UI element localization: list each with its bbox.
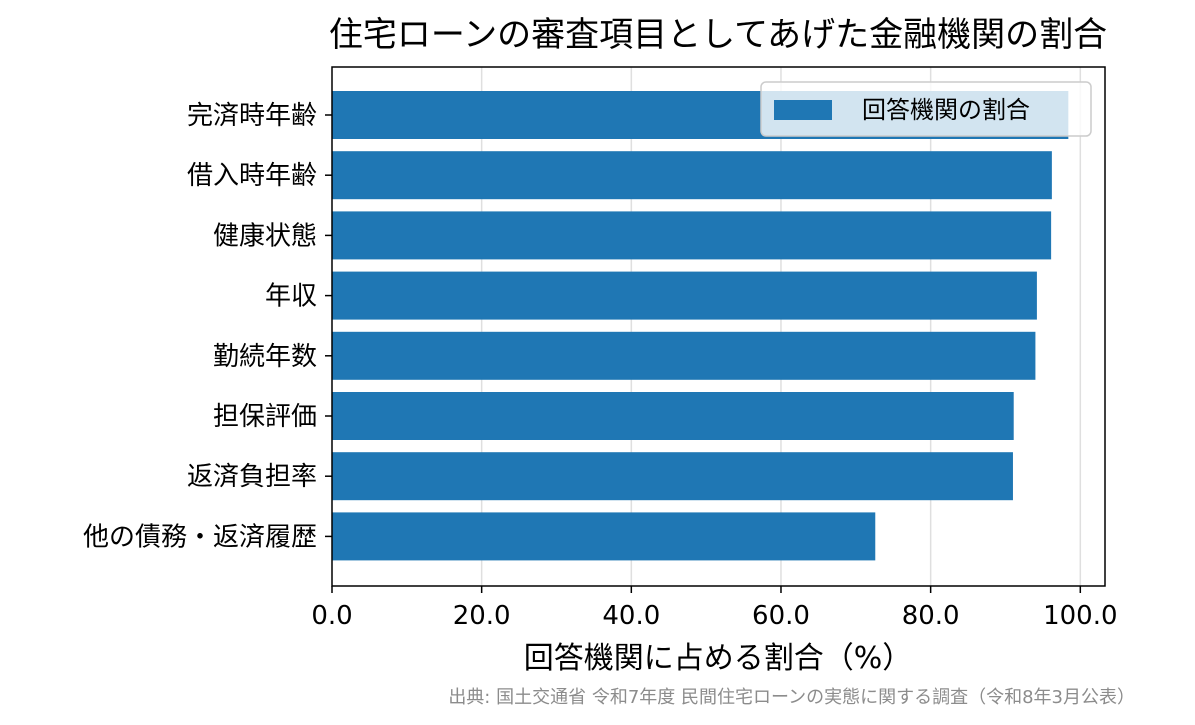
source-note: 出典: 国土交通省 令和7年度 民間住宅ローンの実態に関する調査（令和8年3月公…	[448, 687, 1135, 708]
y-tick-label: 担保評価	[213, 402, 317, 432]
y-tick-label: 年収	[265, 282, 317, 312]
x-axis-label: 回答機関に占める割合（%）	[524, 641, 913, 676]
y-tick-label: 返済負担率	[187, 462, 317, 492]
bar	[332, 331, 1036, 380]
x-tick-label: 100.0	[1043, 601, 1117, 631]
y-tick-label: 健康状態	[213, 221, 317, 251]
legend: 回答機関の割合	[760, 81, 1092, 137]
bar-series	[332, 91, 1069, 561]
y-tick-label: 借入時年齢	[187, 161, 317, 191]
x-axis-ticks: 0.0 20.0 40.0 60.0 80.0 100.0	[311, 586, 1118, 631]
y-tick-label: 他の債務・返済履歴	[83, 522, 317, 552]
bar	[332, 151, 1052, 200]
legend-label: 回答機関の割合	[862, 96, 1030, 124]
legend-swatch	[774, 100, 832, 120]
y-tick-label: 勤続年数	[213, 342, 317, 372]
y-tick-label: 完済時年齢	[187, 101, 317, 131]
bar	[332, 452, 1013, 501]
plot-area-frame	[331, 66, 1106, 587]
x-tick-label: 20.0	[453, 601, 511, 631]
x-tick-label: 0.0	[311, 601, 352, 631]
x-tick-label: 40.0	[602, 601, 660, 631]
x-tick-label: 60.0	[752, 601, 810, 631]
chart-title: 住宅ローンの審査項目としてあげた金融機関の割合	[329, 15, 1107, 55]
x-tick-label: 80.0	[902, 601, 960, 631]
legend-box	[760, 81, 1092, 137]
bar	[332, 392, 1014, 440]
bar	[332, 271, 1037, 320]
x-gridlines	[480, 67, 1082, 586]
bar	[332, 211, 1052, 260]
bar	[332, 512, 876, 561]
